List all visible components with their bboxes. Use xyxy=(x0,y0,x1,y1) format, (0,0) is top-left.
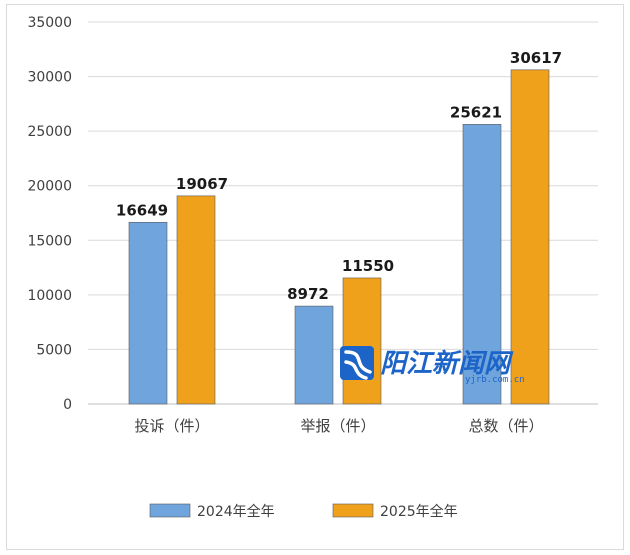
river-logo-icon xyxy=(340,346,374,380)
logo-river xyxy=(344,350,372,380)
data-label: 30617 xyxy=(510,49,562,67)
legend: 2024年全年 2025年全年 xyxy=(149,503,458,520)
legend-swatch xyxy=(149,503,191,518)
x-axis-categories: 投诉（件） 举报（件） 总数（件） xyxy=(134,417,543,435)
bar-series1 xyxy=(294,305,334,405)
y-tick-label: 5000 xyxy=(36,342,72,358)
y-tick-label: 30000 xyxy=(27,70,72,86)
category-label: 总数（件） xyxy=(468,417,543,435)
bar-series1 xyxy=(462,124,502,405)
data-labels: 16649 19067 8972 11550 25621 30617 xyxy=(116,49,562,303)
data-label: 11550 xyxy=(342,257,394,275)
y-tick-label: 35000 xyxy=(27,15,72,31)
data-label: 8972 xyxy=(287,285,329,303)
y-tick-label: 15000 xyxy=(27,233,72,249)
y-tick-label: 10000 xyxy=(27,288,72,304)
bar-series2 xyxy=(510,69,550,405)
category-label: 举报（件） xyxy=(300,417,375,435)
y-axis-ticks: 0 5000 10000 15000 20000 25000 30000 35000 xyxy=(27,15,72,413)
data-label: 19067 xyxy=(176,175,228,193)
y-tick-label: 0 xyxy=(63,397,72,413)
bar-series1 xyxy=(128,221,168,405)
data-label: 25621 xyxy=(450,103,502,121)
watermark-domain: yjrb.com.cn xyxy=(465,375,525,385)
data-label: 16649 xyxy=(116,201,168,219)
bar-series2 xyxy=(342,277,382,405)
legend-swatch xyxy=(332,503,374,518)
y-tick-label: 20000 xyxy=(27,179,72,195)
y-tick-label: 25000 xyxy=(27,124,72,140)
legend-label: 2025年全年 xyxy=(380,503,458,520)
bar-series2 xyxy=(176,195,216,405)
bars xyxy=(128,69,550,405)
category-label: 投诉（件） xyxy=(134,417,209,435)
legend-label: 2024年全年 xyxy=(197,503,275,520)
watermark-brand: 阳江新闻网 xyxy=(380,349,514,379)
